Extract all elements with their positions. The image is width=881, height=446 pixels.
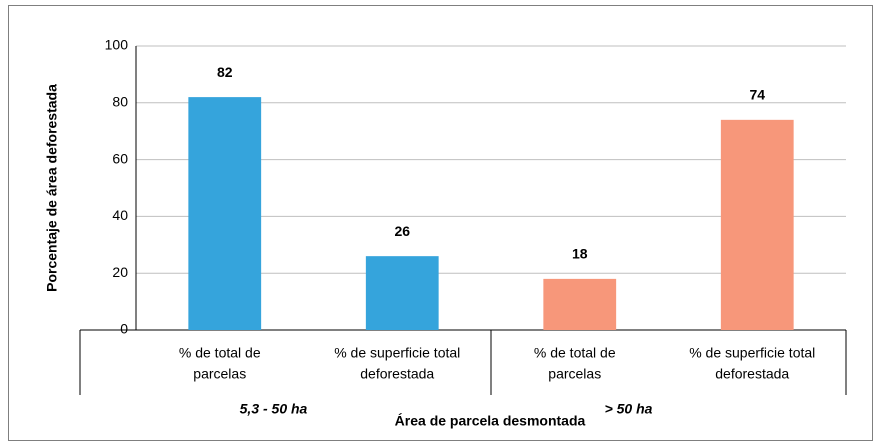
y-axis-title: Porcentaje de área deforestada xyxy=(44,84,60,292)
bar xyxy=(720,119,794,330)
data-label: 74 xyxy=(749,87,765,103)
y-tick-label: 80 xyxy=(112,94,128,110)
y-tick-label: 40 xyxy=(112,207,128,223)
x-tick-label: deforestada xyxy=(715,366,789,382)
x-tick-label: deforestada xyxy=(360,366,434,382)
y-tick-label: 60 xyxy=(112,150,128,166)
y-tick-label: 20 xyxy=(112,264,128,280)
y-tick-label: 0 xyxy=(120,321,128,337)
group-label: > 50 ha xyxy=(605,401,653,417)
data-label: 26 xyxy=(394,223,410,239)
x-tick-label: % de superficie total xyxy=(689,345,815,361)
bar xyxy=(365,256,439,330)
x-tick-label: % de superficie total xyxy=(334,345,460,361)
bar xyxy=(543,278,617,330)
bar xyxy=(188,97,262,331)
x-tick-label: parcelas xyxy=(548,366,601,382)
x-tick-label: parcelas xyxy=(193,366,246,382)
group-label: 5,3 - 50 ha xyxy=(240,401,308,417)
data-label: 18 xyxy=(572,246,588,262)
y-tick-label: 100 xyxy=(105,37,129,53)
data-label: 82 xyxy=(217,64,233,80)
x-axis-title: Área de parcela desmontada xyxy=(395,413,586,429)
x-tick-label: % de total de xyxy=(534,345,616,361)
x-tick-label: % de total de xyxy=(179,345,261,361)
